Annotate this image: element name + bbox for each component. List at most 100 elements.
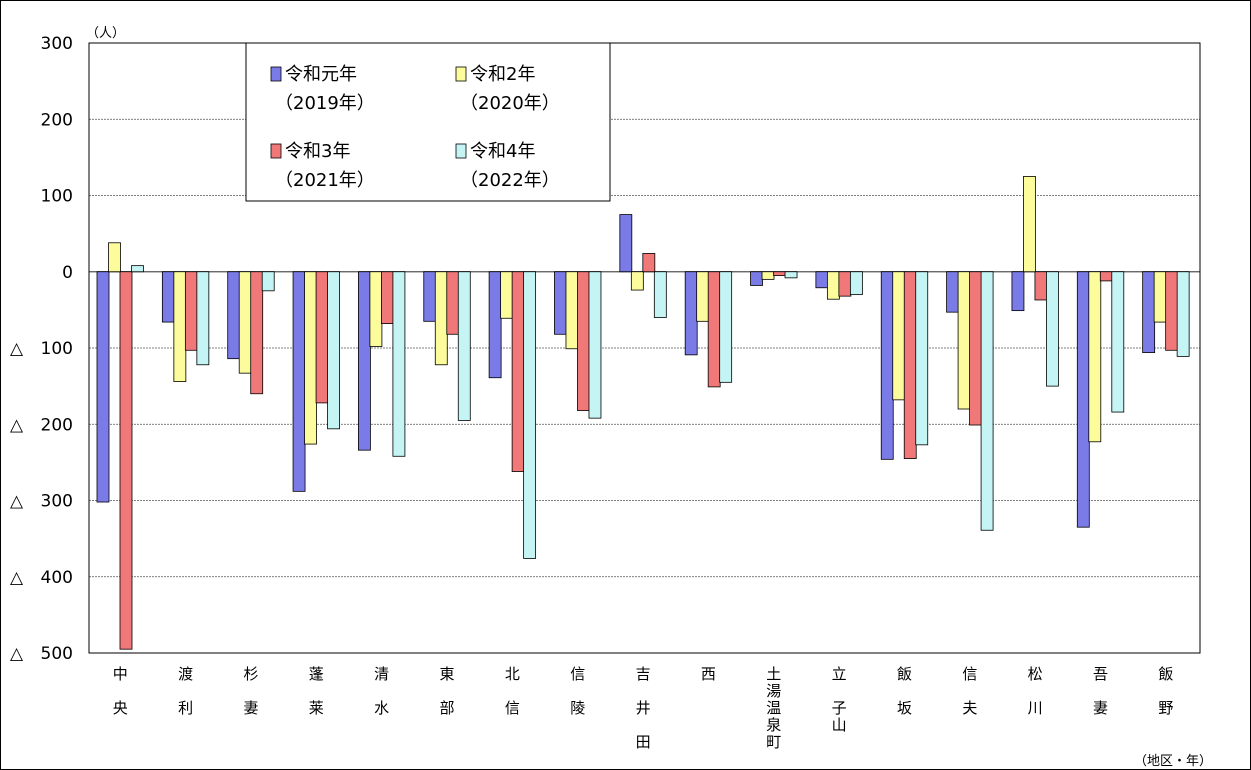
bar-松川-1 — [1011, 271, 1025, 312]
legend-label-4: 令和4年 — [470, 141, 535, 162]
bar-北信-2 — [500, 271, 514, 319]
x-category-label: 田 — [636, 733, 651, 751]
bar-渡利-3 — [184, 271, 198, 351]
bar-立子山-2 — [826, 271, 840, 300]
y-unit-label: （人） — [86, 26, 125, 41]
x-category-label: 土 — [766, 665, 781, 683]
x-category-label: 立 — [832, 665, 847, 683]
bar-清水-1 — [358, 271, 371, 451]
x-category-label: 吾 — [1093, 665, 1108, 683]
bar-中央-3 — [119, 271, 133, 650]
x-category-label: 蓬 — [309, 665, 324, 683]
bar-中央-4 — [131, 265, 144, 273]
x-category-label: 莱 — [309, 699, 324, 717]
bar-清水-2 — [369, 271, 383, 347]
bar-渡利-4 — [196, 271, 210, 366]
x-category-label: 坂 — [897, 699, 912, 717]
bar-信夫-2 — [957, 271, 971, 410]
legend-swatch-4 — [455, 143, 467, 159]
bar-飯坂-4 — [915, 271, 929, 446]
y-tick-label: 100 — [41, 187, 73, 207]
bar-土湯温泉町-4 — [784, 271, 798, 279]
bar-杉妻-3 — [250, 271, 264, 395]
x-category-label: 川 — [1028, 699, 1043, 717]
x-category-label: 野 — [1158, 699, 1173, 717]
x-category-label: 北 — [505, 665, 520, 683]
x-category-label: 飯 — [897, 665, 912, 683]
bar-吉井田-4 — [653, 271, 667, 318]
bar-中央-1 — [96, 271, 110, 503]
y-tick-label: 500 — [41, 644, 73, 664]
bar-信夫-3 — [969, 271, 982, 426]
bar-松川-4 — [1046, 271, 1059, 387]
bar-吾妻-1 — [1076, 271, 1090, 528]
bar-松川-2 — [1023, 176, 1036, 273]
bar-飯野-4 — [1176, 271, 1190, 357]
negative-marker: △ — [10, 339, 24, 359]
bar-北信-1 — [488, 271, 502, 379]
x-category-label: 央 — [113, 699, 128, 717]
bar-吉井田-2 — [630, 271, 644, 291]
bar-信陵-4 — [588, 271, 602, 419]
bar-立子山-1 — [815, 271, 829, 289]
bar-杉妻-1 — [227, 271, 241, 360]
bar-飯野-1 — [1142, 271, 1156, 353]
x-category-label: 松 — [1028, 665, 1043, 683]
bar-信夫-4 — [980, 271, 994, 531]
bar-北信-4 — [523, 271, 537, 559]
negative-marker: △ — [10, 415, 24, 435]
bar-吾妻-4 — [1111, 271, 1125, 413]
x-category-label: 信 — [505, 699, 520, 717]
x-category-label: 渡 — [178, 665, 193, 683]
y-tick-label: 200 — [41, 415, 73, 435]
legend-swatch-3 — [270, 143, 282, 159]
legend-sublabel-2: （2020年） — [460, 93, 560, 114]
bar-信夫-1 — [946, 271, 959, 313]
x-category-label: 子 — [832, 699, 847, 717]
bar-渡利-1 — [161, 271, 175, 323]
legend-sublabel-3: （2021年） — [275, 170, 375, 191]
bar-杉妻-2 — [238, 271, 252, 374]
bar-信陵-3 — [577, 271, 590, 411]
bar-吾妻-3 — [1099, 271, 1113, 282]
bar-東部-1 — [423, 271, 437, 322]
bar-吾妻-2 — [1088, 271, 1102, 443]
legend: 令和元年 （2019年） 令和2年 （2020年） 令和3年 （2021年） 令和4年 （20… — [245, 42, 611, 202]
bar-土湯温泉町-2 — [761, 271, 775, 280]
bar-飯野-2 — [1153, 271, 1167, 323]
bar-信陵-1 — [554, 271, 567, 335]
legend-swatch-2 — [455, 66, 467, 82]
negative-marker: △ — [10, 644, 24, 664]
x-category-label: 信 — [962, 665, 977, 683]
x-category-label: 湯 — [766, 682, 781, 700]
x-category-label: 泉 — [766, 716, 781, 734]
negative-marker: △ — [10, 568, 24, 588]
bar-土湯温泉町-1 — [750, 271, 763, 286]
x-category-label: 夫 — [962, 699, 977, 717]
legend-label-2: 令和2年 — [470, 64, 535, 85]
legend-label-1: 令和元年 — [285, 64, 357, 85]
x-category-label: 井 — [636, 699, 651, 717]
x-category-label: 妻 — [243, 699, 258, 717]
bar-東部-3 — [446, 271, 460, 335]
y-tick-label: 300 — [41, 492, 73, 512]
bar-西-3 — [707, 271, 721, 388]
bar-信陵-2 — [565, 271, 579, 350]
legend-label-3: 令和3年 — [285, 141, 350, 162]
bar-渡利-2 — [173, 271, 187, 382]
bar-蓬莱-3 — [315, 271, 329, 404]
bar-松川-3 — [1034, 271, 1048, 301]
x-category-label: 飯 — [1158, 665, 1173, 683]
bar-立子山-4 — [849, 271, 863, 296]
bar-蓬莱-2 — [304, 271, 317, 445]
x-category-label: 杉 — [243, 665, 258, 683]
y-tick-labels: 300 200 100 0 △ 100 △ 200 △ 300 △ 400 △ 500 — [10, 34, 73, 664]
x-axis-note: （地区・年） — [1134, 754, 1212, 769]
x-category-label: 西 — [701, 665, 716, 683]
plot-area-border — [88, 42, 1201, 654]
y-tick-label: 200 — [41, 110, 73, 130]
bar-飯野-3 — [1165, 271, 1179, 351]
x-category-label: 山 — [832, 716, 847, 734]
x-category-label: 陵 — [570, 699, 585, 717]
